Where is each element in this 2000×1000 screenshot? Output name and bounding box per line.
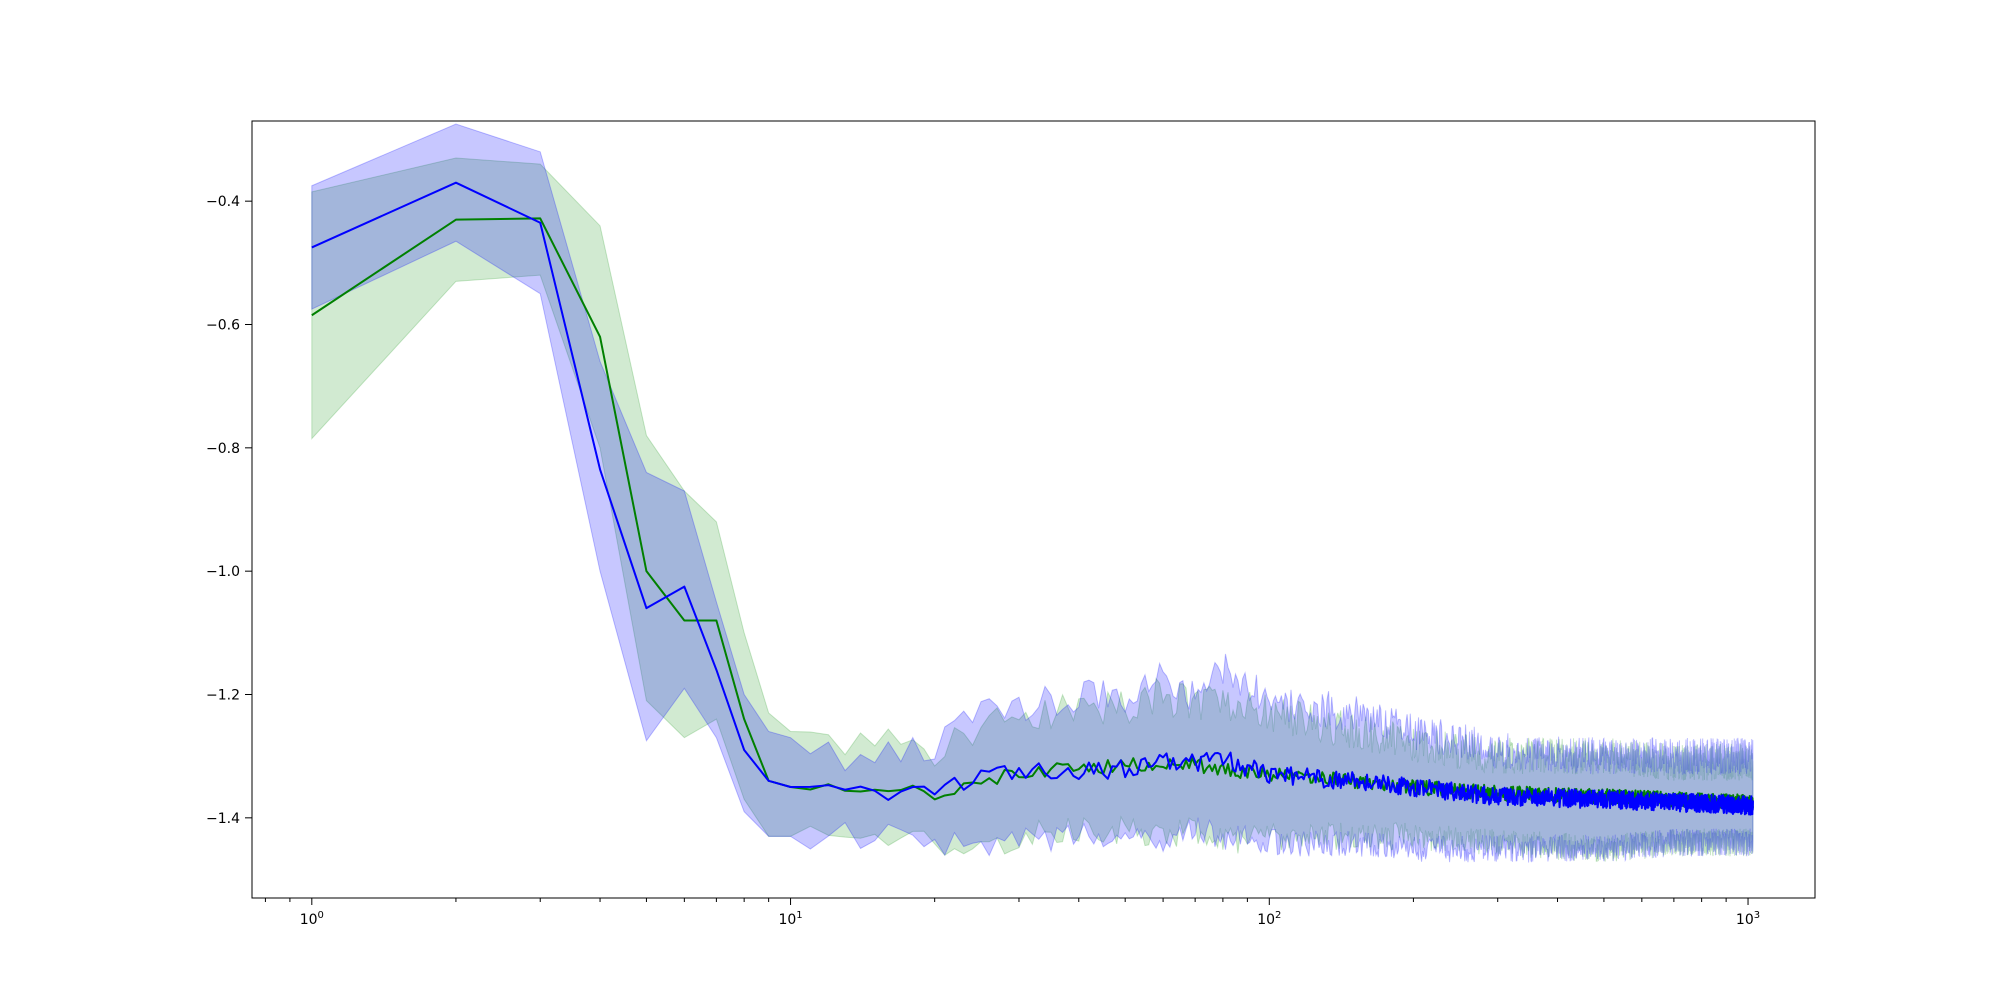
- y-tick-label: −0.6: [206, 318, 240, 334]
- x-axis: 100 101 102 103: [264, 898, 1760, 928]
- series-2-band: [311, 123, 1754, 863]
- y-tick-label: −1.0: [206, 564, 240, 580]
- x-tick-label: 103: [1736, 910, 1760, 928]
- plot-area-frame: [251, 120, 1816, 899]
- x-tick-label: 101: [778, 910, 802, 928]
- y-tick-label: −0.4: [206, 194, 240, 210]
- series-1-band: [311, 157, 1754, 863]
- x-tick-label: 100: [300, 910, 324, 928]
- y-tick-label: −0.8: [206, 441, 240, 457]
- y-tick-label: −1.4: [206, 811, 240, 827]
- y-tick-label: −1.2: [206, 688, 240, 704]
- x-tick-label: 102: [1257, 910, 1281, 928]
- series-2-line: [311, 181, 1754, 816]
- series-lines: [311, 181, 1754, 816]
- y-axis: −0.4 −0.6 −0.8 −1.0 −1.2 −1.4: [206, 194, 252, 827]
- confidence-bands: [311, 123, 1754, 863]
